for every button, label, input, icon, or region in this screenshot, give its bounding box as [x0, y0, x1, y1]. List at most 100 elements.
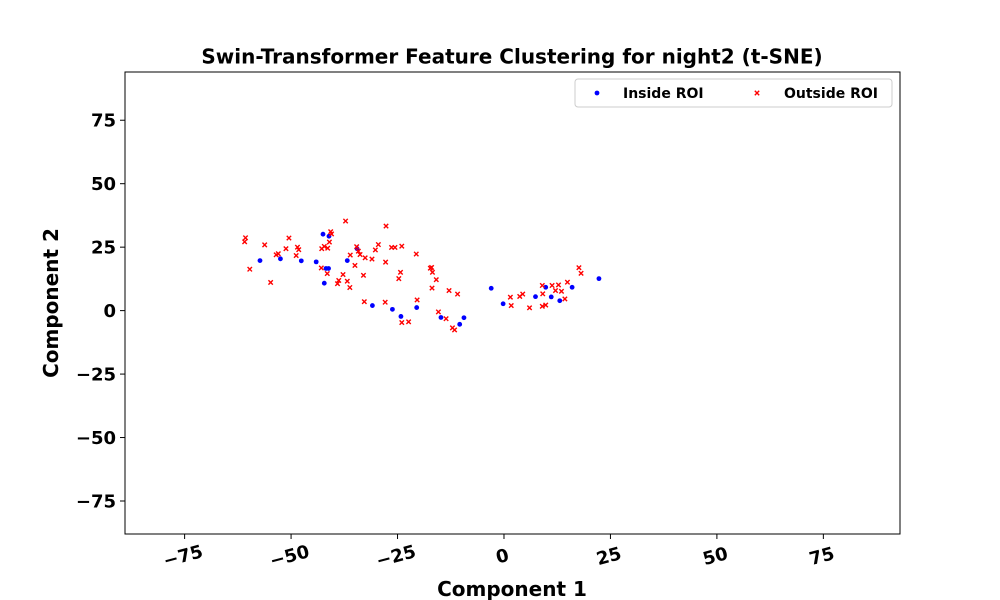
- outside-roi-point: [539, 303, 546, 309]
- y-tick-label: 0: [103, 301, 116, 322]
- outside-roi-point: [428, 264, 435, 271]
- outside-roi-point: [361, 299, 368, 305]
- inside-roi-point: [461, 315, 467, 321]
- outside-roi-point: [558, 288, 565, 295]
- outside-roi-point: [507, 294, 514, 300]
- outside-roi-point: [347, 284, 353, 291]
- outside-roi-point: [399, 319, 405, 326]
- x-tick-label: 0: [494, 545, 512, 569]
- outside-roi-point: [405, 319, 412, 325]
- outside-roi-point: [435, 309, 442, 315]
- outside-roi-point: [242, 235, 249, 241]
- outside-roi-point: [520, 291, 526, 297]
- outside-roi-point: [375, 241, 382, 248]
- inside-roi-point: [596, 276, 602, 282]
- outside-roi-point: [286, 235, 292, 241]
- outside-roi-point: [324, 245, 331, 251]
- plot-frame: [124, 71, 901, 535]
- outside-roi-point: [318, 265, 324, 271]
- outside-roi-point: [372, 247, 379, 253]
- legend-box: [574, 78, 893, 108]
- x-tick-label: 75: [807, 543, 837, 570]
- y-tick-label: −50: [76, 428, 116, 449]
- inside-roi-point: [500, 301, 506, 307]
- outside-roi-point: [321, 243, 327, 250]
- inside-roi-point: [457, 321, 463, 327]
- inside-roi-point: [438, 315, 444, 320]
- outside-roi-point: [564, 279, 571, 285]
- outside-roi-point: [429, 285, 435, 291]
- outside-roi-point: [578, 270, 584, 276]
- outside-roi-point: [508, 302, 514, 309]
- outside-roi-point: [429, 269, 436, 275]
- legend-marker-outside-roi: [754, 90, 760, 96]
- inside-roi-point: [533, 294, 538, 300]
- plot-area: [124, 71, 901, 535]
- inside-roi-point: [548, 294, 554, 300]
- outside-roi-point: [326, 239, 333, 245]
- y-tick-label: 50: [91, 174, 116, 195]
- outside-roi-point: [446, 287, 452, 294]
- inside-roi-point: [488, 285, 494, 291]
- inside-roi-point: [257, 258, 263, 264]
- outside-roi-point: [414, 297, 420, 303]
- outside-roi-point: [353, 243, 360, 250]
- outside-roi-point: [540, 291, 546, 297]
- x-axis-ticks: −75 −50 −25 0 25 50 75: [161, 534, 837, 572]
- x-tick-label: −50: [268, 541, 312, 572]
- outside-roi-point: [454, 291, 461, 297]
- outside-roi-point: [241, 239, 248, 245]
- outside-roi-point: [382, 299, 388, 305]
- outside-roi-point: [549, 282, 555, 289]
- outside-roi-points: [241, 218, 584, 333]
- y-axis-label: Component 2: [39, 228, 63, 378]
- inside-roi-point: [543, 284, 549, 290]
- outside-roi-point: [336, 277, 342, 284]
- inside-roi-point: [414, 305, 420, 310]
- y-tick-label: −75: [76, 492, 116, 513]
- inside-roi-point: [326, 266, 331, 271]
- x-tick-label: 50: [701, 543, 731, 570]
- legend: Inside ROI Outside ROI: [574, 78, 893, 108]
- x-axis-label: Component 1: [437, 577, 587, 600]
- outside-roi-point: [344, 278, 350, 284]
- inside-roi-point: [298, 258, 304, 264]
- chart-title: Swin-Transformer Feature Clustering for …: [201, 45, 822, 69]
- legend-label-inside-roi: Inside ROI: [623, 86, 704, 102]
- outside-roi-point: [293, 252, 299, 259]
- inside-roi-point: [344, 258, 350, 264]
- y-tick-label: 75: [91, 111, 116, 132]
- outside-roi-point: [555, 282, 562, 288]
- y-tick-label: 25: [91, 238, 116, 259]
- outside-roi-point: [433, 276, 439, 283]
- inside-roi-point: [321, 280, 327, 286]
- outside-roi-point: [340, 271, 346, 278]
- x-tick-label: 25: [594, 543, 624, 570]
- inside-roi-point: [557, 298, 563, 304]
- outside-roi-point: [451, 327, 458, 333]
- outside-roi-point: [383, 223, 389, 229]
- outside-roi-point: [357, 251, 363, 258]
- outside-roi-point: [328, 231, 335, 237]
- outside-roi-point: [352, 262, 358, 269]
- inside-roi-point: [370, 303, 375, 308]
- x-tick-label: −25: [374, 541, 418, 572]
- outside-roi-point: [334, 281, 341, 287]
- outside-roi-point: [413, 251, 419, 257]
- outside-roi-point: [296, 246, 302, 253]
- outside-roi-point: [526, 305, 533, 311]
- inside-roi-point: [320, 231, 326, 237]
- outside-roi-point: [360, 272, 367, 279]
- inside-roi-point: [398, 314, 404, 319]
- outside-roi-point: [362, 255, 368, 261]
- outside-roi-point: [267, 279, 274, 286]
- outside-roi-point: [392, 244, 398, 251]
- inside-roi-point: [390, 306, 395, 312]
- outside-roi-point: [562, 296, 568, 302]
- outside-roi-point: [275, 251, 281, 257]
- outside-roi-point: [283, 245, 289, 252]
- outside-roi-point: [342, 218, 349, 224]
- outside-roi-point: [396, 275, 402, 282]
- outside-roi-point: [347, 252, 353, 258]
